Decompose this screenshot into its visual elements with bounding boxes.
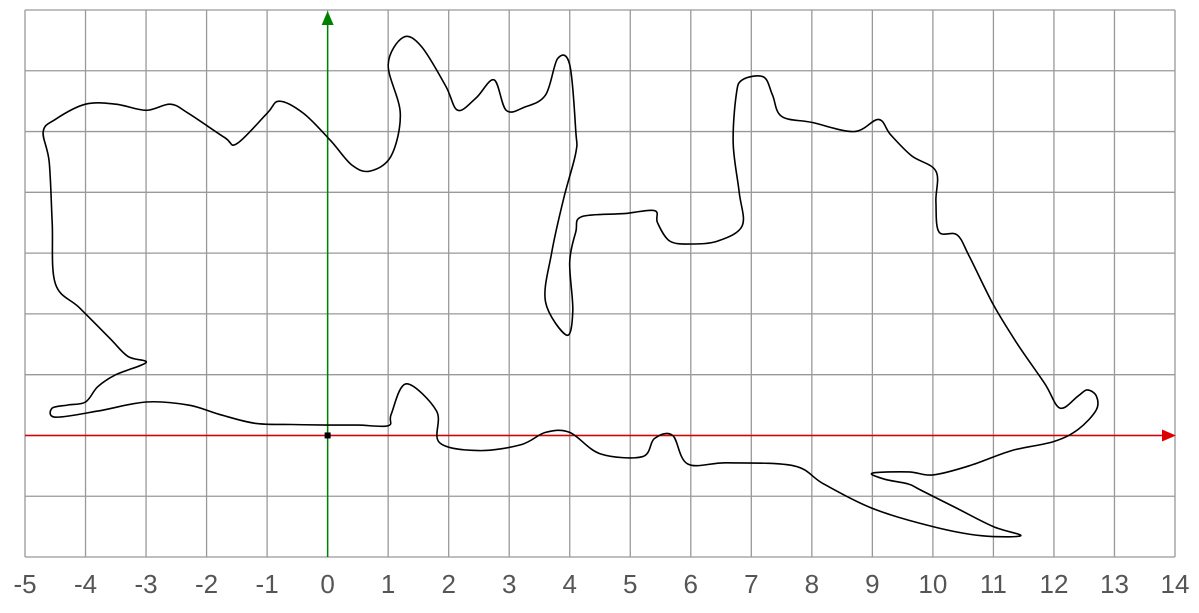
y-axis-arrow bbox=[321, 11, 334, 25]
x-tick-label: 4 bbox=[563, 569, 577, 599]
x-tick-label: 7 bbox=[744, 569, 758, 599]
x-tick-label: 14 bbox=[1161, 569, 1190, 599]
freehand-curve bbox=[42, 35, 1099, 538]
x-tick-label: 5 bbox=[623, 569, 637, 599]
x-tick-label: 8 bbox=[805, 569, 819, 599]
x-tick-label: 10 bbox=[918, 569, 947, 599]
x-tick-label: 0 bbox=[320, 569, 334, 599]
x-tick-label: -2 bbox=[195, 569, 218, 599]
x-tick-label: 13 bbox=[1100, 569, 1129, 599]
x-tick-label: 12 bbox=[1039, 569, 1068, 599]
x-tick-label: 1 bbox=[381, 569, 395, 599]
x-tick-label: -1 bbox=[256, 569, 279, 599]
x-tick-label: 3 bbox=[502, 569, 516, 599]
axes bbox=[25, 11, 1176, 557]
x-tick-label: 9 bbox=[865, 569, 879, 599]
origin-marker bbox=[324, 432, 331, 439]
x-tick-label: -4 bbox=[74, 569, 97, 599]
x-tick-label: 11 bbox=[980, 569, 1007, 599]
curve bbox=[42, 35, 1099, 538]
x-tick-labels: -5 -4 -3 -2 -1 0 1 2 3 4 5 6 7 8 9 10 11 12 13 14 bbox=[13, 569, 1189, 599]
x-tick-label: 2 bbox=[441, 569, 455, 599]
x-tick-label: -5 bbox=[13, 569, 36, 599]
x-tick-label: -3 bbox=[134, 569, 157, 599]
grid bbox=[24, 9, 1176, 558]
x-tick-label: 6 bbox=[684, 569, 698, 599]
x-axis-arrow bbox=[1162, 429, 1176, 442]
